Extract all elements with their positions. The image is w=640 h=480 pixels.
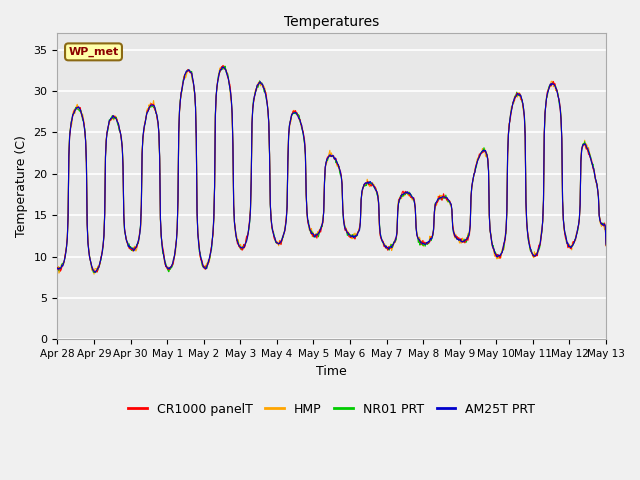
Line: CR1000 panelT: CR1000 panelT: [58, 65, 606, 272]
CR1000 panelT: [93, 269, 101, 275]
CR1000 panelT: [400, 190, 408, 196]
CR1000 panelT: [177, 100, 184, 106]
NR01 PRT: [602, 242, 610, 248]
CR1000 panelT: [121, 226, 129, 231]
CR1000 panelT: [602, 243, 610, 249]
NR01 PRT: [177, 97, 184, 103]
CR1000 panelT: [63, 233, 71, 239]
AM25T PRT: [400, 192, 408, 197]
HMP: [63, 235, 71, 240]
HMP: [416, 235, 424, 241]
CR1000 panelT: [416, 239, 424, 245]
CR1000 panelT: [219, 62, 227, 68]
X-axis label: Time: Time: [316, 365, 347, 378]
HMP: [205, 260, 213, 265]
NR01 PRT: [221, 63, 229, 69]
Text: WP_met: WP_met: [68, 47, 118, 57]
Line: NR01 PRT: NR01 PRT: [58, 66, 606, 273]
HMP: [54, 265, 61, 271]
NR01 PRT: [54, 266, 61, 272]
AM25T PRT: [416, 238, 424, 243]
AM25T PRT: [177, 98, 184, 104]
NR01 PRT: [63, 235, 71, 241]
NR01 PRT: [205, 257, 213, 263]
HMP: [90, 271, 98, 277]
AM25T PRT: [218, 64, 226, 70]
HMP: [177, 97, 184, 103]
NR01 PRT: [92, 270, 99, 276]
Line: AM25T PRT: AM25T PRT: [58, 67, 606, 272]
AM25T PRT: [54, 265, 61, 271]
CR1000 panelT: [205, 257, 213, 263]
AM25T PRT: [205, 255, 213, 261]
NR01 PRT: [121, 229, 129, 235]
Title: Temperatures: Temperatures: [284, 15, 380, 29]
NR01 PRT: [400, 191, 408, 196]
Y-axis label: Temperature (C): Temperature (C): [15, 135, 28, 237]
AM25T PRT: [91, 269, 99, 275]
Line: HMP: HMP: [58, 66, 606, 274]
AM25T PRT: [602, 241, 610, 247]
NR01 PRT: [416, 242, 424, 248]
HMP: [602, 240, 610, 245]
AM25T PRT: [63, 236, 71, 241]
Legend: CR1000 panelT, HMP, NR01 PRT, AM25T PRT: CR1000 panelT, HMP, NR01 PRT, AM25T PRT: [123, 397, 540, 420]
HMP: [121, 227, 129, 233]
CR1000 panelT: [54, 264, 61, 270]
HMP: [220, 63, 228, 69]
AM25T PRT: [121, 226, 129, 232]
HMP: [400, 191, 408, 196]
